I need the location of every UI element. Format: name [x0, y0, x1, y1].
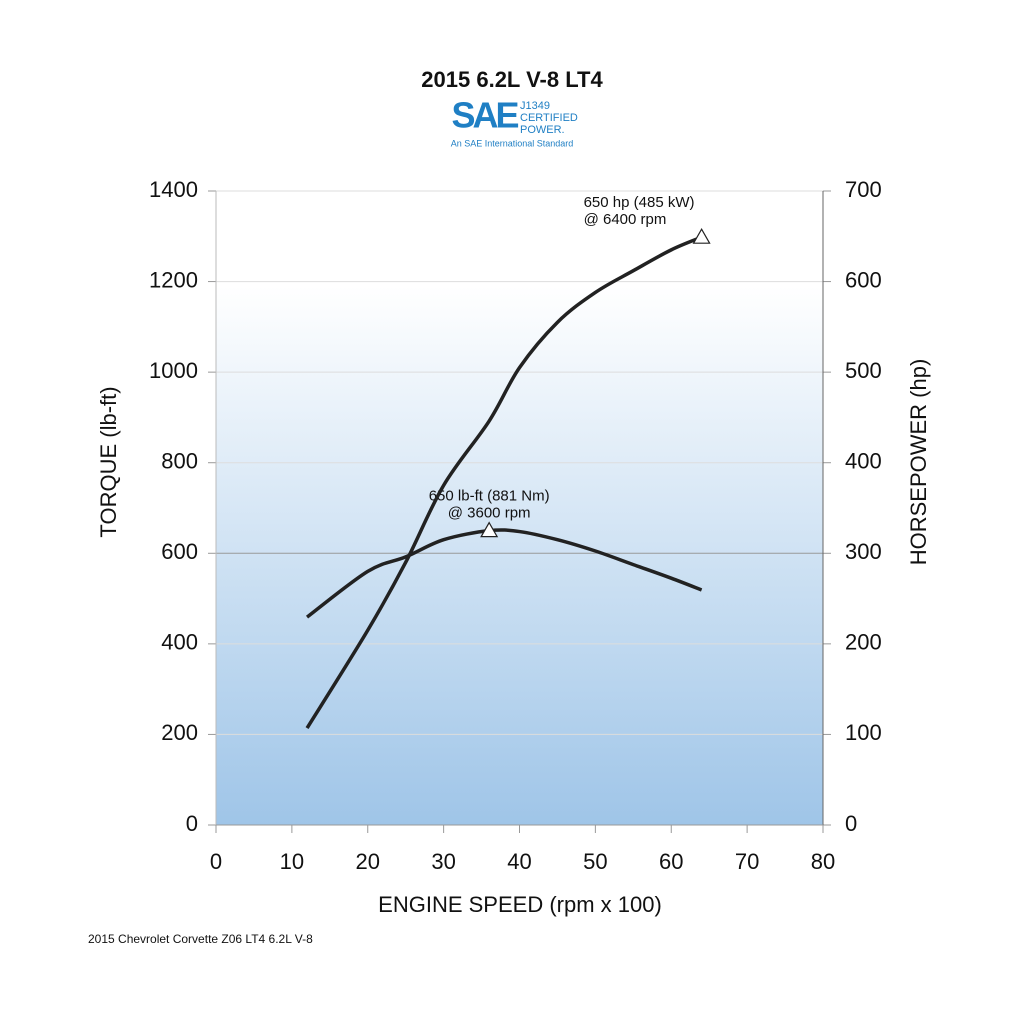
y-tick-label: 1200: [149, 267, 198, 292]
x-axis-label: ENGINE SPEED (rpm x 100): [378, 892, 662, 917]
y2-tick-label: 700: [845, 177, 882, 202]
annotation: 650 hp (485 kW): [584, 194, 695, 211]
y-axis-label: TORQUE (lb-ft): [96, 386, 121, 537]
x-tick-label: 10: [280, 849, 304, 874]
series-line: [305, 528, 703, 619]
y2-tick-label: 600: [845, 267, 882, 292]
x-tick-label: 80: [811, 849, 835, 874]
logo-line: POWER.: [520, 124, 565, 136]
y-tick-label: 600: [161, 539, 198, 564]
footnote: 2015 Chevrolet Corvette Z06 LT4 6.2L V-8: [88, 932, 313, 946]
annotation: @ 6400 rpm: [584, 211, 667, 228]
y2-tick-label: 0: [845, 811, 857, 836]
x-tick-label: 60: [659, 849, 683, 874]
x-tick-label: 50: [583, 849, 607, 874]
y2-tick-label: 300: [845, 539, 882, 564]
y-tick-label: 0: [186, 811, 198, 836]
logo-line: CERTIFIED: [520, 112, 578, 124]
logo-tagline: An SAE International Standard: [451, 138, 574, 148]
logo-line: J1349: [520, 100, 550, 112]
y2-tick-label: 400: [845, 449, 882, 474]
x-tick-label: 70: [735, 849, 759, 874]
annotation: @ 3600 rpm: [448, 505, 531, 522]
plot-background: [216, 191, 823, 825]
x-tick-label: 30: [431, 849, 455, 874]
y2-tick-label: 500: [845, 358, 882, 383]
chart-title: 2015 6.2L V-8 LT4: [421, 67, 603, 92]
series-line: [305, 235, 703, 730]
y-tick-label: 400: [161, 630, 198, 655]
logo-mark: SAE: [451, 95, 518, 136]
y2-axis-label: HORSEPOWER (hp): [906, 359, 931, 566]
y2-tick-label: 100: [845, 720, 882, 745]
y-tick-label: 1000: [149, 358, 198, 383]
y-tick-label: 800: [161, 449, 198, 474]
peak-marker: [480, 521, 499, 538]
y2-tick-label: 200: [845, 630, 882, 655]
y-tick-label: 1400: [149, 177, 198, 202]
peak-marker: [692, 227, 711, 244]
x-tick-label: 0: [210, 849, 222, 874]
x-tick-label: 20: [356, 849, 380, 874]
y-tick-label: 200: [161, 720, 198, 745]
annotation: 650 lb-ft (881 Nm): [429, 488, 550, 505]
x-tick-label: 40: [507, 849, 531, 874]
